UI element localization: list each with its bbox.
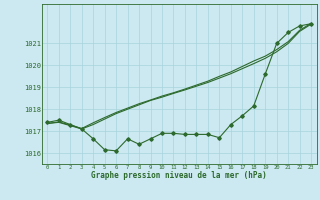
X-axis label: Graphe pression niveau de la mer (hPa): Graphe pression niveau de la mer (hPa)	[91, 171, 267, 180]
